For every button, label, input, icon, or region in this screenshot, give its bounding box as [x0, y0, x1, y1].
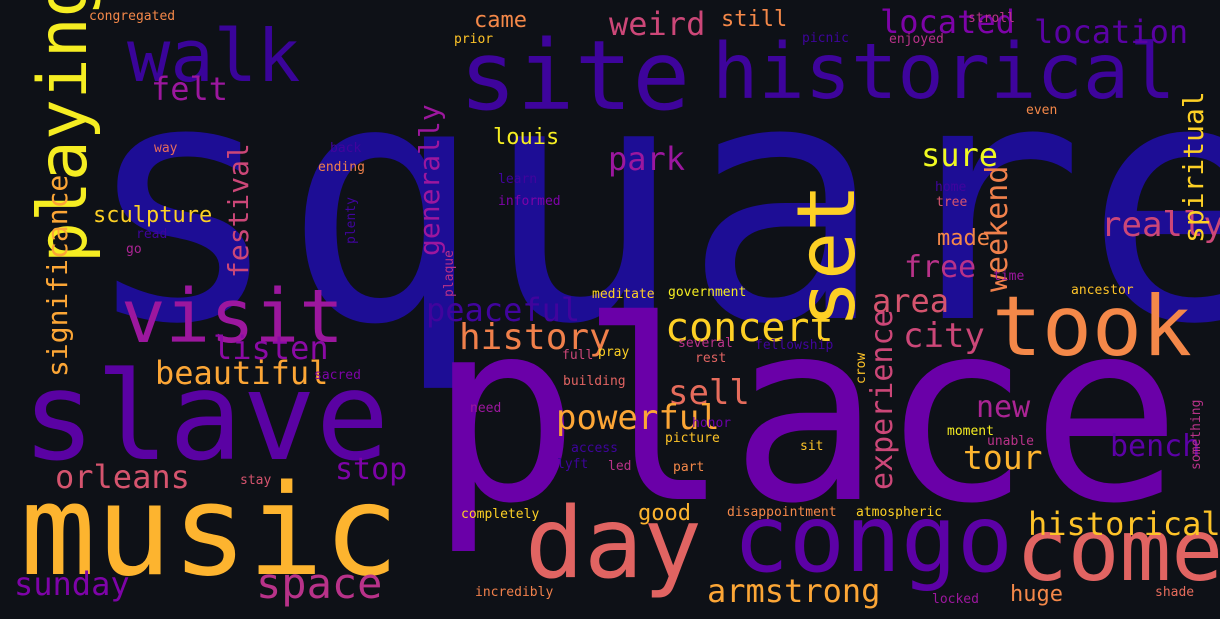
word-crow: crow	[854, 352, 869, 384]
word-square: square	[82, 9, 1220, 397]
word-powerful: peaceful	[426, 291, 581, 329]
word-generally: festival	[222, 143, 255, 278]
word-something: something	[1189, 399, 1204, 470]
word-picnic: picnic	[802, 31, 849, 46]
word-site: site	[459, 20, 691, 132]
word-bench: tour	[963, 438, 1043, 477]
word-plenty: plenty	[344, 197, 359, 244]
word-moment: moment	[947, 424, 994, 439]
word-spiritual: experience	[865, 309, 900, 490]
word-access: access	[571, 441, 618, 456]
word-sure: free	[904, 250, 977, 285]
word-free: city	[903, 316, 985, 356]
word-listen: historically	[1028, 505, 1220, 543]
word-music: music	[20, 457, 400, 604]
word-weekend: significance	[41, 174, 74, 377]
word-area: bench	[1110, 429, 1201, 464]
word-armstrong: space	[256, 559, 383, 608]
word-fellowship: fellowship	[755, 338, 834, 353]
word-unable: unable	[987, 434, 1034, 449]
word-really: area	[872, 282, 950, 320]
word-set: made	[937, 226, 990, 251]
word-picture: picture	[665, 431, 720, 446]
word-way: way	[154, 141, 178, 156]
word-location: felt	[151, 70, 229, 108]
word-prior: prior	[454, 32, 494, 47]
word-visit: set	[780, 183, 873, 329]
word-new: stop	[335, 452, 408, 487]
word-located: park	[608, 140, 686, 178]
word-rest: rest	[695, 351, 727, 366]
word-playing: good	[638, 501, 691, 526]
word-learn: learn	[498, 172, 538, 187]
word-government: government	[668, 285, 747, 300]
word-stay: stay	[240, 473, 272, 488]
word-place: place	[429, 267, 1182, 558]
word-meditate: meditate	[592, 287, 655, 302]
word-felt: really	[1101, 205, 1220, 245]
word-slave: slave	[22, 346, 390, 488]
word-historical: historical	[712, 28, 1176, 117]
word-beautiful: orleans	[55, 458, 190, 496]
word-plaque: plaque	[442, 250, 457, 297]
word-disappointment: disappointment	[727, 505, 837, 520]
word-building: building	[563, 374, 626, 389]
word-tree: tree	[936, 195, 968, 210]
word-still: weird	[609, 5, 706, 43]
word-tour: powerful	[556, 398, 720, 438]
word-several: several	[678, 336, 733, 351]
word-led: led	[608, 459, 632, 474]
word-stroll: stroll	[968, 11, 1015, 26]
word-space: visit	[121, 274, 344, 360]
word-shade: shade	[1155, 585, 1195, 600]
word-congregated: congregated	[89, 9, 176, 24]
word-part: part	[673, 460, 705, 475]
word-orleans: armstrong	[707, 572, 881, 610]
word-informed: informed	[498, 194, 561, 209]
word-sunday: walk	[127, 14, 301, 98]
word-home: home	[935, 180, 967, 195]
word-atmospheric: atmospheric	[856, 505, 943, 520]
word-come: come	[1016, 501, 1220, 601]
word-ancestor: ancestor	[1071, 283, 1134, 298]
word-sell: concert	[665, 305, 834, 351]
word-huge: sculpture	[93, 203, 213, 228]
word-ending: ending	[318, 160, 365, 175]
word-congo: congo	[733, 485, 1013, 593]
word-lyft: lyft	[557, 457, 589, 472]
word-locked: locked	[932, 592, 979, 607]
word-came: located	[880, 3, 1015, 41]
word-enjoyed: enjoyed	[889, 32, 944, 47]
word-good: louis	[493, 125, 560, 150]
word-full: full	[562, 348, 594, 363]
word-read: read	[136, 227, 168, 242]
word-historically: sunday	[14, 565, 130, 603]
word-weird: sure	[921, 136, 999, 174]
word-pray: pray	[598, 345, 630, 360]
word-completely: completely	[461, 507, 540, 522]
word-sacred: sacred	[314, 368, 361, 383]
word-history: listen	[213, 329, 329, 367]
word-sculpture: still	[721, 7, 788, 32]
word-incredibly: incredibly	[475, 585, 554, 600]
word-sit: sit	[800, 439, 824, 454]
word-time: time	[993, 269, 1025, 284]
word-day: day	[525, 487, 703, 601]
word-took: took	[992, 278, 1192, 375]
word-significance: generally	[413, 104, 446, 256]
word-festival: spiritual	[1177, 91, 1210, 243]
word-city: new	[976, 390, 1031, 425]
word-honor: honor	[692, 416, 732, 431]
word-peaceful: history	[459, 317, 611, 358]
word-concert: beautiful	[155, 354, 329, 392]
word-stop: sell	[668, 373, 750, 413]
word-back: back	[330, 141, 362, 156]
word-need: need	[470, 401, 502, 416]
word-louis: location	[1034, 13, 1189, 51]
word-made: came	[474, 8, 527, 33]
word-go: go	[126, 242, 142, 257]
word-experience: huge	[1010, 582, 1063, 607]
word-even: even	[1026, 103, 1058, 118]
